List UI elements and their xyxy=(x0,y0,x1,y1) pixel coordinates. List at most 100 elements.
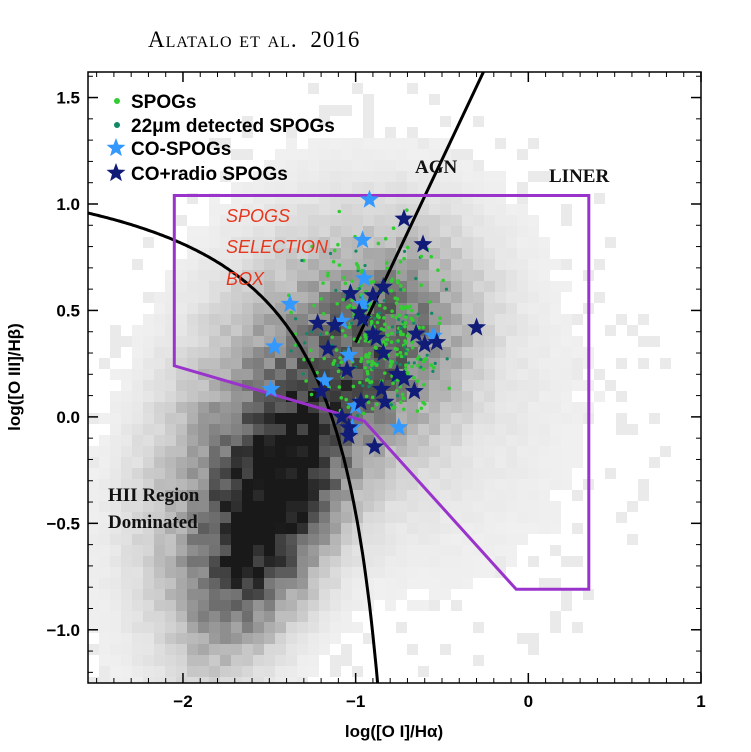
density-cell xyxy=(330,468,341,479)
density-cell xyxy=(528,336,539,347)
density-cell xyxy=(132,556,143,567)
spog-point xyxy=(390,406,395,410)
density-cell xyxy=(176,589,187,600)
density-cell xyxy=(220,501,231,512)
density-cell xyxy=(363,633,374,644)
density-cell xyxy=(462,193,473,204)
figure-header: Alatalo et al. 2016 xyxy=(148,27,360,52)
density-cell xyxy=(440,325,451,336)
spog-point xyxy=(359,356,364,361)
density-cell xyxy=(429,248,440,259)
density-cell xyxy=(264,303,275,314)
density-cell xyxy=(242,534,253,545)
density-cell xyxy=(451,567,462,578)
density-cell xyxy=(275,589,286,600)
density-cell xyxy=(451,446,462,457)
density-cell xyxy=(231,501,242,512)
spog-point xyxy=(389,340,394,344)
density-cell xyxy=(484,171,495,182)
density-cell xyxy=(308,556,319,567)
density-cell xyxy=(231,556,242,567)
density-cell xyxy=(264,193,275,204)
density-cell xyxy=(440,248,451,259)
density-cell xyxy=(231,677,242,683)
density-cell xyxy=(165,369,176,380)
density-cell xyxy=(385,127,396,138)
density-cell xyxy=(154,589,165,600)
density-cell xyxy=(550,468,561,479)
density-cell xyxy=(121,655,132,666)
spog-point xyxy=(335,301,340,306)
density-cell xyxy=(418,600,429,611)
density-cell xyxy=(253,578,264,589)
density-cell xyxy=(385,402,396,413)
density-cell xyxy=(132,545,143,556)
density-cell xyxy=(220,512,231,523)
density-cell xyxy=(220,666,231,677)
co-radio-spog-star xyxy=(373,277,393,296)
density-cell xyxy=(121,380,132,391)
density-cell xyxy=(374,589,385,600)
density-cell xyxy=(187,226,198,237)
density-cell xyxy=(572,424,583,435)
density-cell xyxy=(385,468,396,479)
density-cell xyxy=(132,633,143,644)
density-cell xyxy=(209,446,220,457)
density-cell xyxy=(154,633,165,644)
density-cell xyxy=(297,281,308,292)
density-cell xyxy=(638,358,649,369)
density-cell xyxy=(165,358,176,369)
density-cell xyxy=(506,369,517,380)
density-cell xyxy=(187,325,198,336)
density-cell xyxy=(352,182,363,193)
density-cell xyxy=(275,633,286,644)
legend-marker-spogs xyxy=(114,98,120,104)
density-cell xyxy=(429,413,440,424)
density-cell xyxy=(143,369,154,380)
density-cell xyxy=(253,556,264,567)
density-cell xyxy=(330,622,341,633)
spog-point xyxy=(379,327,384,331)
spog-point xyxy=(388,364,393,369)
density-cell xyxy=(594,391,605,402)
spog-point xyxy=(289,310,293,315)
density-cell xyxy=(275,677,286,683)
density-cell xyxy=(220,171,231,182)
detected-spog-point xyxy=(402,345,407,349)
density-cell xyxy=(198,655,209,666)
density-cell xyxy=(495,446,506,457)
density-cell xyxy=(374,204,385,215)
density-cell xyxy=(176,655,187,666)
detected-spog-point xyxy=(305,332,309,336)
density-cell xyxy=(484,479,495,490)
density-cell xyxy=(132,358,143,369)
density-cell xyxy=(132,501,143,512)
density-cell xyxy=(605,237,616,248)
density-cell xyxy=(462,347,473,358)
density-cell xyxy=(517,281,528,292)
density-cell xyxy=(396,336,407,347)
density-cell xyxy=(407,182,418,193)
density-cell xyxy=(451,325,462,336)
density-cell xyxy=(429,226,440,237)
density-cell xyxy=(352,545,363,556)
density-cell xyxy=(286,633,297,644)
density-cell xyxy=(429,457,440,468)
density-cell xyxy=(165,446,176,457)
density-cell xyxy=(253,281,264,292)
density-cell xyxy=(319,259,330,270)
detected-spog-point xyxy=(367,384,371,389)
density-cell xyxy=(385,545,396,556)
density-cell xyxy=(451,369,462,380)
density-cell xyxy=(429,259,440,270)
detected-spog-point xyxy=(363,263,367,268)
density-cell xyxy=(473,512,484,523)
density-cell xyxy=(253,611,264,622)
density-cell xyxy=(143,380,154,391)
density-cell xyxy=(451,490,462,501)
spog-point xyxy=(347,325,352,330)
density-cell xyxy=(143,567,154,578)
density-cell xyxy=(407,402,418,413)
density-cell xyxy=(352,215,363,226)
density-cell xyxy=(209,578,220,589)
